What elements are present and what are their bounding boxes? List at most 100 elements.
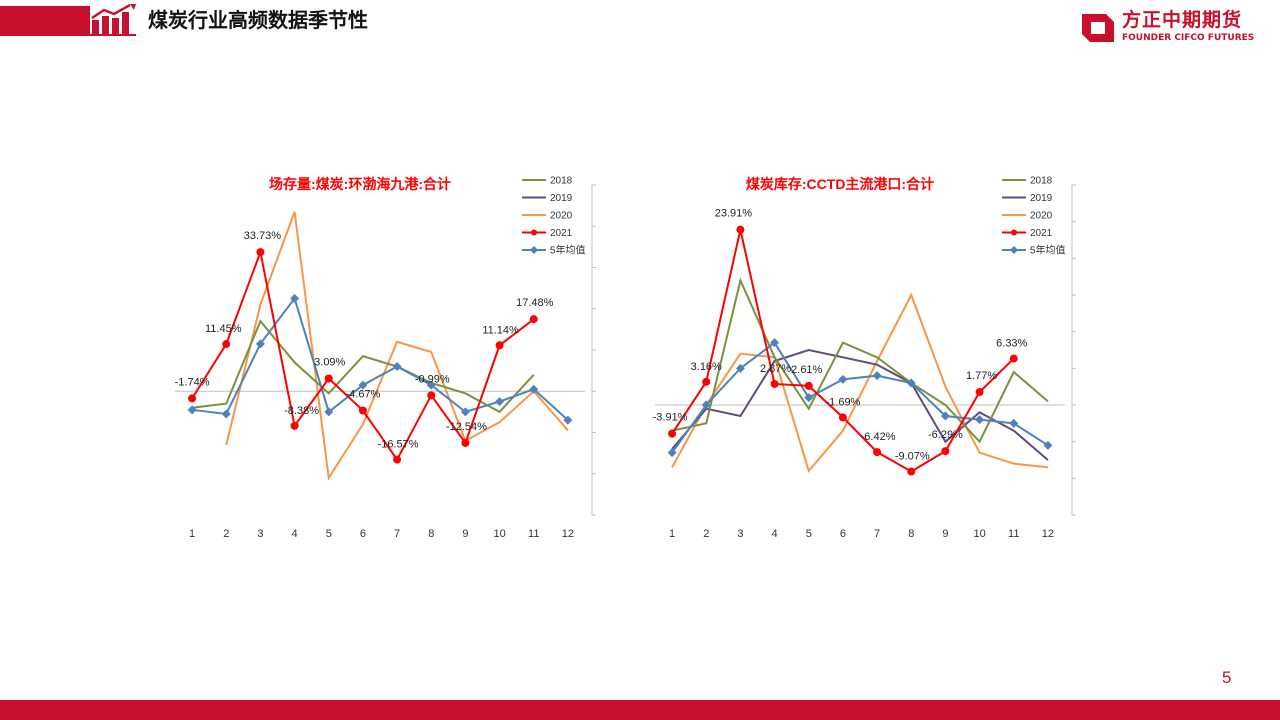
data-point-avg [872,371,882,381]
data-label: 1.77% [966,370,997,382]
series-line-2018 [671,277,1049,444]
legend-label: 5年均值 [550,244,586,257]
page-number: 5 [1222,668,1232,687]
data-point-2021 [1009,354,1018,363]
x-tick-label: 9 [462,528,468,540]
data-point-avg [187,405,197,415]
data-label: 11.14% [482,324,519,336]
legend-label: 2019 [1030,193,1053,204]
data-point-2021 [290,421,299,430]
data-label: -6.42% [861,431,896,443]
series-line-2020 [225,211,569,481]
data-point-avg [426,380,436,390]
data-point-avg [255,339,265,349]
data-label: -6.29% [928,429,963,441]
data-point-2021 [702,377,711,386]
data-label: 3.09% [314,357,345,369]
x-tick-label: 9 [942,528,948,540]
data-label: -1.69% [825,396,860,408]
x-tick-label: 7 [394,528,400,540]
x-tick-label: 6 [840,528,846,540]
x-tick-label: 5 [326,528,332,540]
legend-marker [530,246,538,254]
data-point-avg [392,362,402,371]
data-point-avg [701,400,711,410]
legend-label: 2021 [550,228,573,239]
x-tick-label: 10 [973,528,985,540]
x-tick-label: 8 [428,528,434,540]
data-point-avg [221,409,231,419]
chart-svg: 煤炭库存:CCTD主流港口:合计-15%-10%-5%0%5%10%15%20%… [653,176,1107,541]
data-point-avg [735,363,745,373]
data-point-2021 [461,438,470,447]
data-label: 3.16% [691,361,722,373]
x-tick-label: 4 [772,528,778,540]
legend-label: 2020 [1030,211,1053,222]
data-point-2021 [736,225,745,234]
series-line-2020 [671,292,1049,474]
logo-english-name: FOUNDER CIFCO FUTURES [1122,33,1255,43]
legend-label: 2018 [550,176,573,187]
legend-label: 2018 [1030,176,1053,187]
x-tick-label: 12 [1042,528,1054,540]
x-tick-label: 4 [292,528,298,540]
x-tick-label: 10 [493,528,505,540]
x-tick-label: 1 [669,528,675,540]
data-point-2021 [668,429,677,438]
data-point-avg [1009,418,1019,428]
data-point-2021 [529,315,538,324]
x-tick-label: 11 [528,528,539,540]
data-label: 2.87% [760,363,791,375]
chart-port-stock-bohai: 场存量:煤炭:环渤海九港:合计-30%-20%-10%0%10%20%30%40… [160,165,627,555]
data-label: -1.74% [175,376,210,388]
data-point-2021 [804,381,813,390]
data-point-2021 [495,341,504,350]
data-point-avg [770,338,780,348]
data-point-avg [563,415,573,425]
data-point-2021 [256,248,265,257]
data-point-avg [529,384,539,394]
data-point-avg [975,415,985,425]
data-label: -0.99% [415,373,450,385]
chart-title: 煤炭库存:CCTD主流港口:合计 [746,176,934,192]
data-label: -16.57% [378,439,419,451]
data-point-avg [940,411,950,421]
x-tick-label: 12 [562,528,574,540]
data-label: -9.07% [895,451,930,463]
page-title: 煤炭行业高频数据季节性 [148,8,368,32]
data-point-avg [290,293,300,303]
footer-accent-bar [0,700,1280,720]
data-point-avg [495,397,505,407]
data-label: 23.91% [715,208,753,220]
data-point-2021 [770,379,779,388]
data-point-avg [906,378,916,388]
bar-chart-arrow-icon [90,4,136,36]
x-tick-label: 6 [360,528,366,540]
x-tick-label: 3 [257,528,263,540]
founder-logo-icon [1082,14,1114,42]
data-point-2021 [427,391,436,400]
x-tick-label: 11 [1008,528,1019,540]
x-tick-label: 1 [189,528,195,540]
data-point-2021 [393,455,402,464]
chart-port-inventory-cctd: 煤炭库存:CCTD主流港口:合计-15%-10%-5%0%5%10%15%20%… [640,165,1107,555]
data-point-avg [358,380,368,390]
data-label: 6.33% [996,338,1027,350]
chart-svg: 场存量:煤炭:环渤海九港:合计-30%-20%-10%0%10%20%30%40… [175,176,627,541]
data-label: 33.73% [244,230,282,242]
data-point-2021 [358,406,367,415]
logo-chinese-name: 方正中期期货 [1122,9,1243,31]
x-tick-label: 2 [703,528,709,540]
data-point-avg [324,407,334,417]
data-point-avg [804,393,814,403]
legend-marker [531,229,537,236]
company-logo: 方正中期期货 FOUNDER CIFCO FUTURES [1082,8,1272,48]
legend-marker [1010,246,1018,254]
data-label: -12.54% [446,421,487,433]
chart-title: 场存量:煤炭:环渤海九港:合计 [269,176,451,192]
data-point-avg [1043,440,1053,450]
data-point-2021 [188,394,197,403]
data-point-2021 [838,413,847,422]
header-accent-bar [0,6,90,36]
series-line-5年均值 [191,296,569,421]
